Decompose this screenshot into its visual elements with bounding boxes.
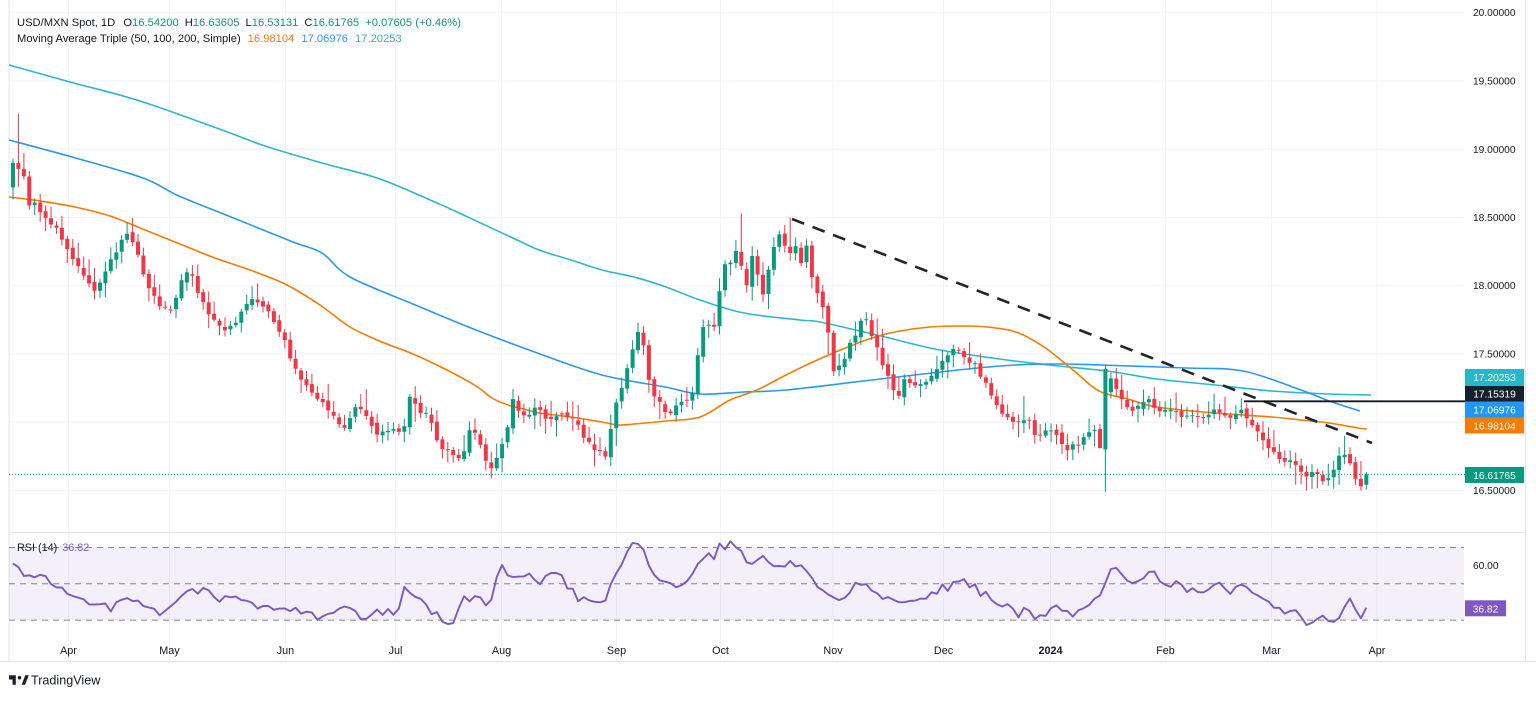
svg-text:18.50000: 18.50000 (1473, 213, 1516, 224)
svg-text:Dec: Dec (934, 645, 954, 657)
svg-text:16.61765: 16.61765 (1473, 471, 1516, 482)
svg-text:Sep: Sep (607, 645, 626, 657)
svg-text:19.50000: 19.50000 (1473, 77, 1516, 88)
svg-text:16.50000: 16.50000 (1473, 486, 1516, 497)
svg-text:2024: 2024 (1038, 645, 1062, 657)
svg-text:17.06976: 17.06976 (1473, 406, 1516, 417)
svg-text:Apr: Apr (1369, 645, 1386, 657)
svg-text:Feb: Feb (1156, 645, 1175, 657)
svg-text:Mar: Mar (1262, 645, 1281, 657)
svg-text:17.20253: 17.20253 (1473, 373, 1516, 384)
svg-text:18.00000: 18.00000 (1473, 281, 1516, 292)
svg-text:RSI (14) 36.82: RSI (14) 36.82 (17, 542, 89, 554)
svg-text:16.98104: 16.98104 (1473, 422, 1516, 433)
svg-text:Oct: Oct (712, 645, 729, 657)
svg-text:19.00000: 19.00000 (1473, 145, 1516, 156)
svg-text:Jul: Jul (389, 645, 403, 657)
svg-text:17.50000: 17.50000 (1473, 350, 1516, 361)
svg-text:Moving Average Triple (50, 100: Moving Average Triple (50, 100, 200, Sim… (17, 33, 402, 45)
svg-text:Apr: Apr (60, 645, 77, 657)
svg-text:TradingView: TradingView (31, 674, 101, 688)
svg-text:17.15319: 17.15319 (1473, 390, 1516, 401)
svg-text:60.00: 60.00 (1473, 561, 1499, 572)
svg-text:May: May (159, 645, 180, 657)
svg-text:Aug: Aug (492, 645, 511, 657)
svg-text:Jun: Jun (277, 645, 294, 657)
svg-text:36.82: 36.82 (1473, 604, 1499, 615)
svg-text:Nov: Nov (823, 645, 843, 657)
svg-text:20.00000: 20.00000 (1473, 8, 1516, 19)
